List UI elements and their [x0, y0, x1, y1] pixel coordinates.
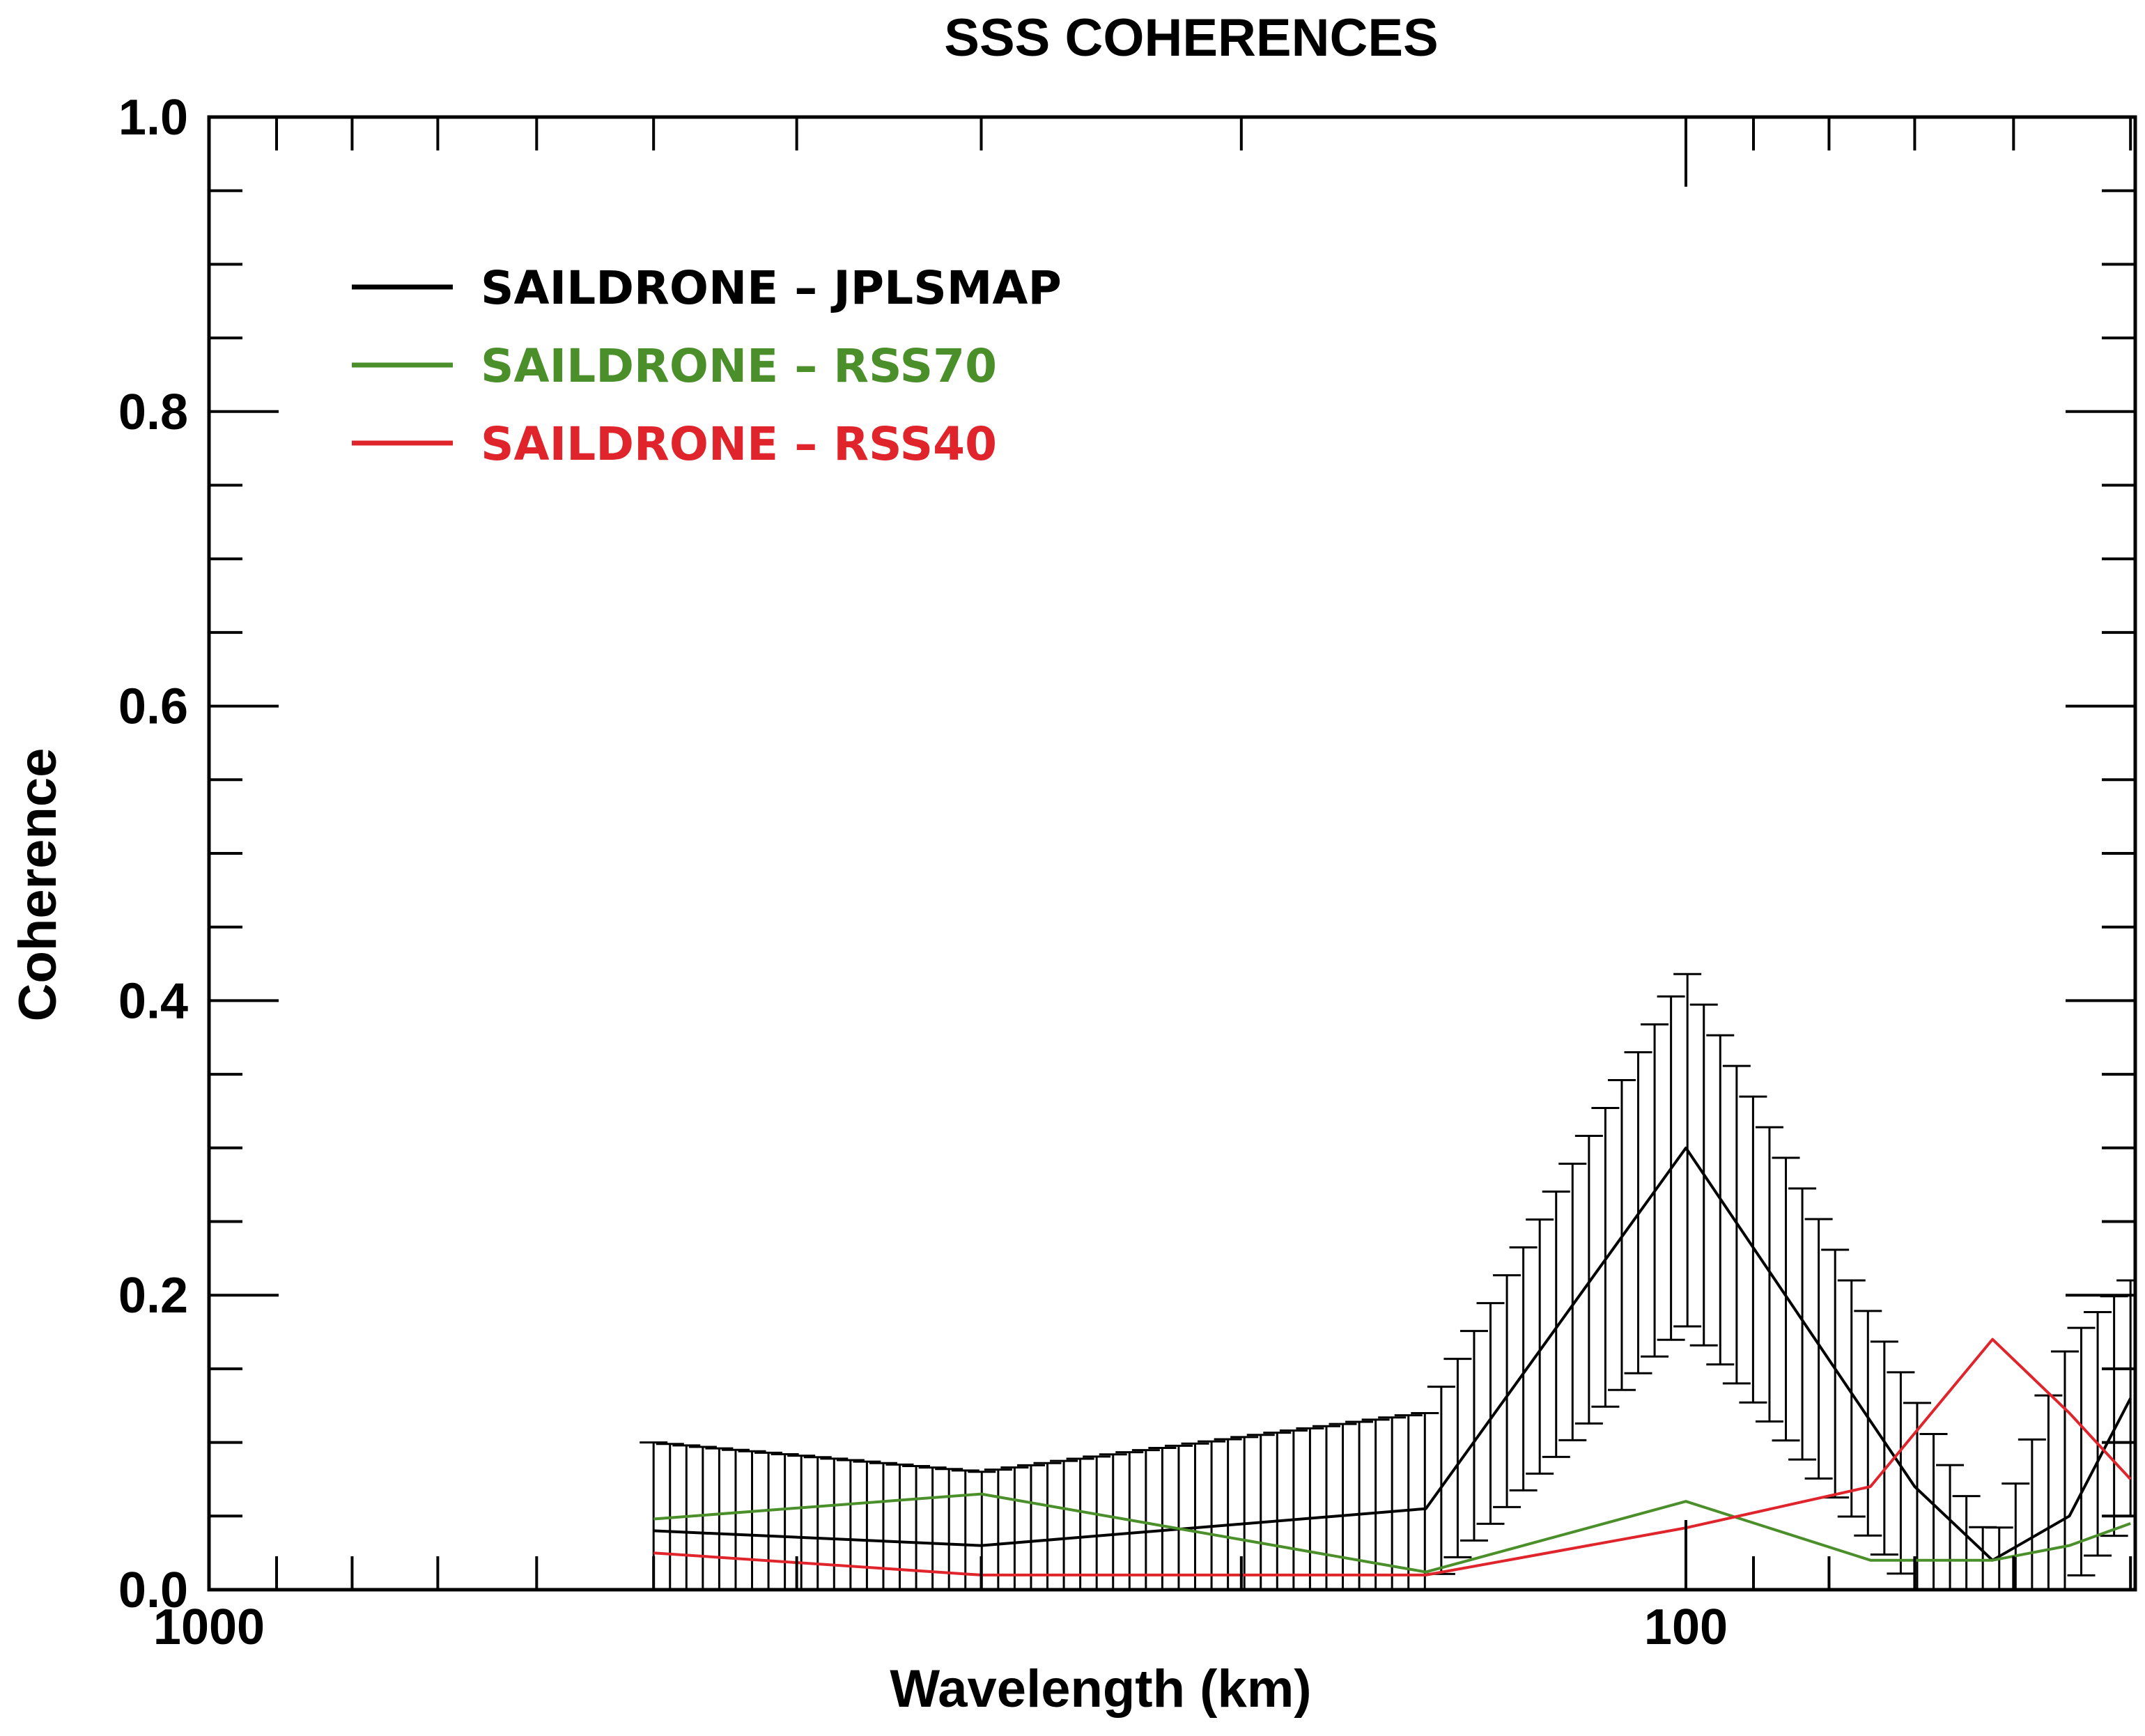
series-line-2 — [653, 1338, 2132, 1576]
y-tick-label: 0.0 — [118, 1563, 188, 1618]
error-bars-0 — [640, 972, 2135, 1590]
legend-label-1: SAILDRONE – RSS70 — [481, 339, 997, 393]
x-axis-label: Wavelength (km) — [890, 1659, 1311, 1719]
x-tick-label: 1000 — [153, 1599, 265, 1655]
y-axis-label: Coherence — [8, 748, 68, 1022]
legend: SAILDRONE – JPLSMAP SAILDRONE – RSS70 SAIL… — [352, 261, 1062, 471]
series-line-0 — [653, 1146, 2132, 1562]
y-tick-label: 0.4 — [118, 973, 188, 1029]
series-line-1 — [653, 1492, 2131, 1574]
y-tick-label: 0.6 — [118, 679, 188, 735]
x-tick-label: 100 — [1644, 1599, 1728, 1655]
plot-frame — [207, 115, 2137, 1592]
chart-title: SSS COHERENCES — [944, 8, 1439, 68]
plot-series-group — [640, 972, 2135, 1590]
legend-label-2: SAILDRONE – RSS40 — [481, 417, 997, 471]
plot-area — [640, 972, 2135, 1590]
y-tick-label: 0.2 — [118, 1268, 188, 1324]
y-tick-label: 0.8 — [118, 385, 188, 440]
legend-label-0: SAILDRONE – JPLSMAP — [481, 261, 1062, 315]
y-tick-label: 1.0 — [118, 90, 188, 146]
axis-ticks: 0.0 0.2 0.4 0.6 0.8 1.0 1000 100 — [118, 90, 2137, 1655]
